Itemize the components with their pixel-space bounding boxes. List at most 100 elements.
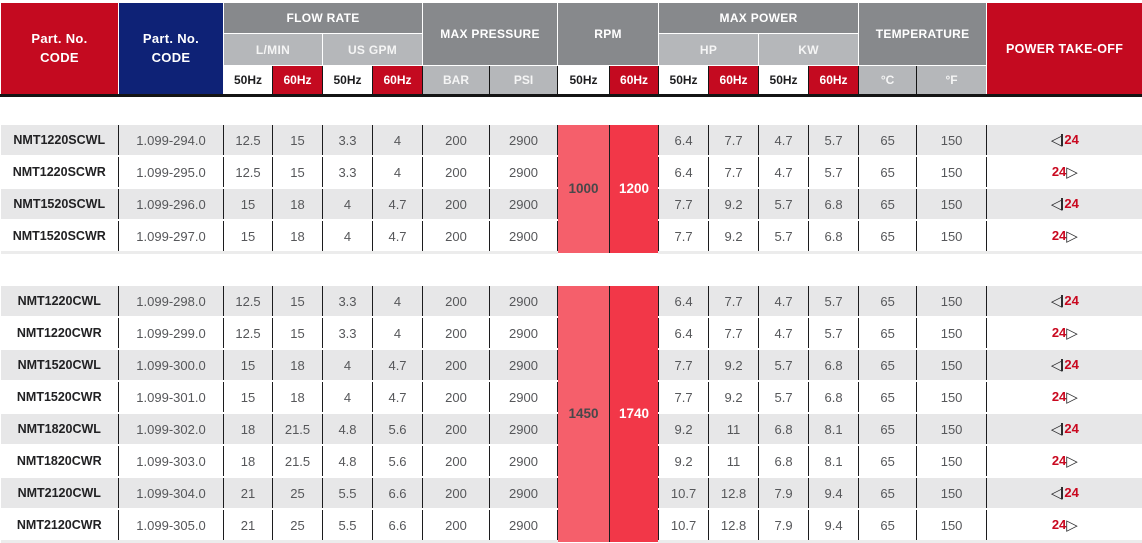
pto-value: 24: [1064, 196, 1078, 211]
cell-kw-60hz: 6.8: [809, 381, 859, 413]
cell-power-take-off: ◁24: [987, 477, 1142, 509]
cell-gpm-50hz: 3.3: [323, 317, 373, 349]
cell-kw-60hz: 6.8: [809, 188, 859, 220]
pto-value: 24: [1064, 485, 1078, 500]
pto-value: 24: [1052, 453, 1066, 468]
cell-hp-50hz: 9.2: [659, 445, 709, 477]
cell-temp-c: 65: [859, 381, 917, 413]
cell-power-take-off: ◁24: [987, 349, 1142, 381]
cell-bar: 200: [423, 445, 490, 477]
cell-lmin-60hz: 18: [273, 349, 323, 381]
header-celsius: °C: [859, 66, 917, 96]
cell-power-take-off: 24▷: [987, 445, 1142, 477]
cell-bar: 200: [423, 156, 490, 188]
cell-rpm-50hz: 1000: [558, 125, 610, 253]
cell-kw-60hz: 6.8: [809, 349, 859, 381]
cell-kw-50hz: 5.7: [759, 220, 809, 253]
cell-model: NMT2120CWL: [1, 477, 119, 509]
cell-temp-f: 150: [917, 188, 987, 220]
cell-kw-50hz: 5.7: [759, 188, 809, 220]
cell-temp-f: 150: [917, 286, 987, 317]
cell-bar: 200: [423, 188, 490, 220]
triangle-right-icon: ▷: [1066, 389, 1078, 406]
group-gap: [1, 253, 1142, 287]
cell-hp-50hz: 6.4: [659, 156, 709, 188]
cell-gpm-50hz: 5.5: [323, 509, 373, 542]
cell-lmin-50hz: 18: [224, 413, 273, 445]
cell-hp-60hz: 7.7: [709, 125, 759, 156]
cell-psi: 2900: [490, 317, 558, 349]
header-lmin-50hz: 50Hz: [224, 66, 273, 96]
cell-hp-60hz: 7.7: [709, 317, 759, 349]
cell-hp-50hz: 6.4: [659, 125, 709, 156]
cell-bar: 200: [423, 381, 490, 413]
header-rpm-50hz: 50Hz: [558, 66, 610, 96]
cell-kw-50hz: 4.7: [759, 317, 809, 349]
group-gap-cell: [1, 253, 1142, 287]
cell-hp-60hz: 12.8: [709, 509, 759, 542]
cell-kw-50hz: 7.9: [759, 509, 809, 542]
header-hp: HP: [659, 34, 759, 66]
pto-value: 24: [1052, 389, 1066, 404]
cell-power-take-off: 24▷: [987, 509, 1142, 542]
cell-power-take-off: 24▷: [987, 317, 1142, 349]
cell-gpm-60hz: 4.7: [373, 188, 423, 220]
header-power-take-off: POWER TAKE-OFF: [987, 3, 1142, 96]
cell-kw-50hz: 4.7: [759, 125, 809, 156]
pto-value: 24: [1064, 293, 1078, 308]
cell-part-code: 1.099-299.0: [119, 317, 224, 349]
cell-hp-50hz: 6.4: [659, 317, 709, 349]
cell-part-code: 1.099-298.0: [119, 286, 224, 317]
cell-bar: 200: [423, 125, 490, 156]
cell-temp-c: 65: [859, 477, 917, 509]
cell-psi: 2900: [490, 509, 558, 542]
cell-hp-50hz: 7.7: [659, 349, 709, 381]
cell-lmin-50hz: 12.5: [224, 156, 273, 188]
cell-lmin-60hz: 18: [273, 381, 323, 413]
cell-psi: 2900: [490, 220, 558, 253]
cell-hp-60hz: 12.8: [709, 477, 759, 509]
cell-hp-50hz: 7.7: [659, 381, 709, 413]
cell-temp-c: 65: [859, 220, 917, 253]
cell-lmin-60hz: 18: [273, 220, 323, 253]
header-gpm-60hz: 60Hz: [373, 66, 423, 96]
cell-temp-f: 150: [917, 156, 987, 188]
cell-kw-60hz: 5.7: [809, 156, 859, 188]
cell-kw-50hz: 4.7: [759, 156, 809, 188]
cell-psi: 2900: [490, 381, 558, 413]
cell-psi: 2900: [490, 413, 558, 445]
header-rpm: RPM: [558, 3, 659, 66]
cell-model: NMT1520CWR: [1, 381, 119, 413]
header-l-min: L/MIN: [224, 34, 323, 66]
cell-lmin-50hz: 12.5: [224, 286, 273, 317]
triangle-right-icon: ▷: [1066, 325, 1078, 342]
cell-gpm-60hz: 4: [373, 125, 423, 156]
cell-lmin-50hz: 15: [224, 349, 273, 381]
cell-lmin-50hz: 21: [224, 477, 273, 509]
cell-bar: 200: [423, 477, 490, 509]
cell-psi: 2900: [490, 477, 558, 509]
cell-psi: 2900: [490, 445, 558, 477]
cell-lmin-50hz: 12.5: [224, 125, 273, 156]
cell-gpm-50hz: 5.5: [323, 477, 373, 509]
cell-part-code: 1.099-301.0: [119, 381, 224, 413]
header-kw-50hz: 50Hz: [759, 66, 809, 96]
cell-gpm-60hz: 4.7: [373, 220, 423, 253]
cell-part-code: 1.099-297.0: [119, 220, 224, 253]
header-max-pressure: MAX PRESSURE: [423, 3, 558, 66]
cell-lmin-50hz: 15: [224, 381, 273, 413]
cell-power-take-off: ◁24: [987, 125, 1142, 156]
cell-gpm-60hz: 6.6: [373, 509, 423, 542]
header-max-power: MAX POWER: [659, 3, 859, 34]
cell-hp-60hz: 11: [709, 413, 759, 445]
cell-lmin-60hz: 15: [273, 317, 323, 349]
cell-gpm-60hz: 5.6: [373, 445, 423, 477]
cell-lmin-60hz: 15: [273, 286, 323, 317]
cell-temp-c: 65: [859, 188, 917, 220]
cell-gpm-50hz: 3.3: [323, 156, 373, 188]
cell-temp-c: 65: [859, 509, 917, 542]
cell-hp-60hz: 9.2: [709, 220, 759, 253]
cell-bar: 200: [423, 220, 490, 253]
